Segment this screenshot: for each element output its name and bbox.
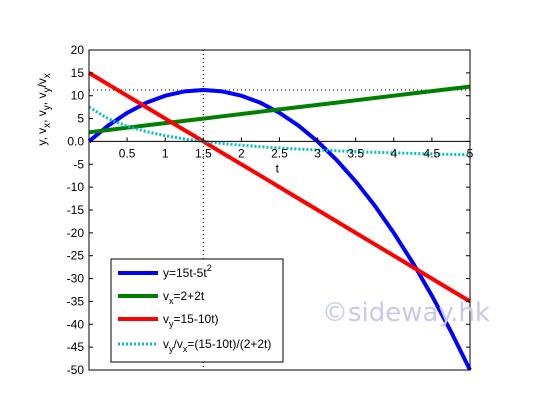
x-tick-label: 0.5 (119, 146, 136, 160)
series-position-legend-label: y=15t-5t2 (163, 263, 212, 280)
axes-layer: 0.5 1 1.5 2 2.5 3 3.5 4 4.5 5 t 20 15 10 5 0.0 -5 -10 -15 -… (35, 43, 474, 377)
y-tick-label: -15 (67, 203, 85, 217)
x-tick-label: 4 (390, 146, 397, 160)
x-axis-label: t (276, 161, 280, 175)
y-tick-label: -25 (67, 249, 85, 263)
y-tick-label: -40 (67, 317, 85, 331)
y-tick-label: -35 (67, 294, 85, 308)
watermark: ©sideway.hk (322, 298, 490, 328)
x-tick-label: 1.5 (195, 146, 212, 160)
x-tick-label: 4.5 (424, 146, 441, 160)
series-layer (87, 71, 472, 371)
series-ratio-legend-label: vy/vx=(15-10t)/(2+2t) (163, 337, 271, 354)
y-tick-label: -20 (67, 226, 85, 240)
x-tick-label: 2 (238, 146, 245, 160)
series-vy-legend-label: vy=15-10t) (163, 312, 219, 329)
y-tick-label: -10 (67, 180, 85, 194)
x-tick-label: 1 (162, 146, 169, 160)
y-tick-label: 20 (71, 43, 85, 57)
y-axis-label: y, vx, vy, vy/vx (35, 73, 53, 145)
y-tick-label: 15 (71, 66, 85, 80)
x-tick-label: 3 (314, 146, 321, 160)
y-tick-label: 0.0 (67, 134, 84, 148)
series-vx-legend-label: vx=2+2t (163, 289, 205, 306)
x-tick-label: 5 (467, 146, 474, 160)
y-tick-label: -45 (67, 340, 85, 354)
x-tick-label: 3.5 (347, 146, 364, 160)
y-tick-label: 10 (71, 89, 85, 103)
legend: y=15t-5t2 vx=2+2t vy=15-10t) vy/vx=(15-10t)… (110, 258, 284, 363)
y-tick-label: -30 (67, 272, 85, 286)
x-tick-label: 2.5 (271, 146, 288, 160)
reference-lines (89, 50, 470, 370)
y-tick-label: -50 (67, 363, 85, 377)
y-tick-label: -5 (73, 157, 84, 171)
y-tick-label: 5 (77, 112, 84, 126)
